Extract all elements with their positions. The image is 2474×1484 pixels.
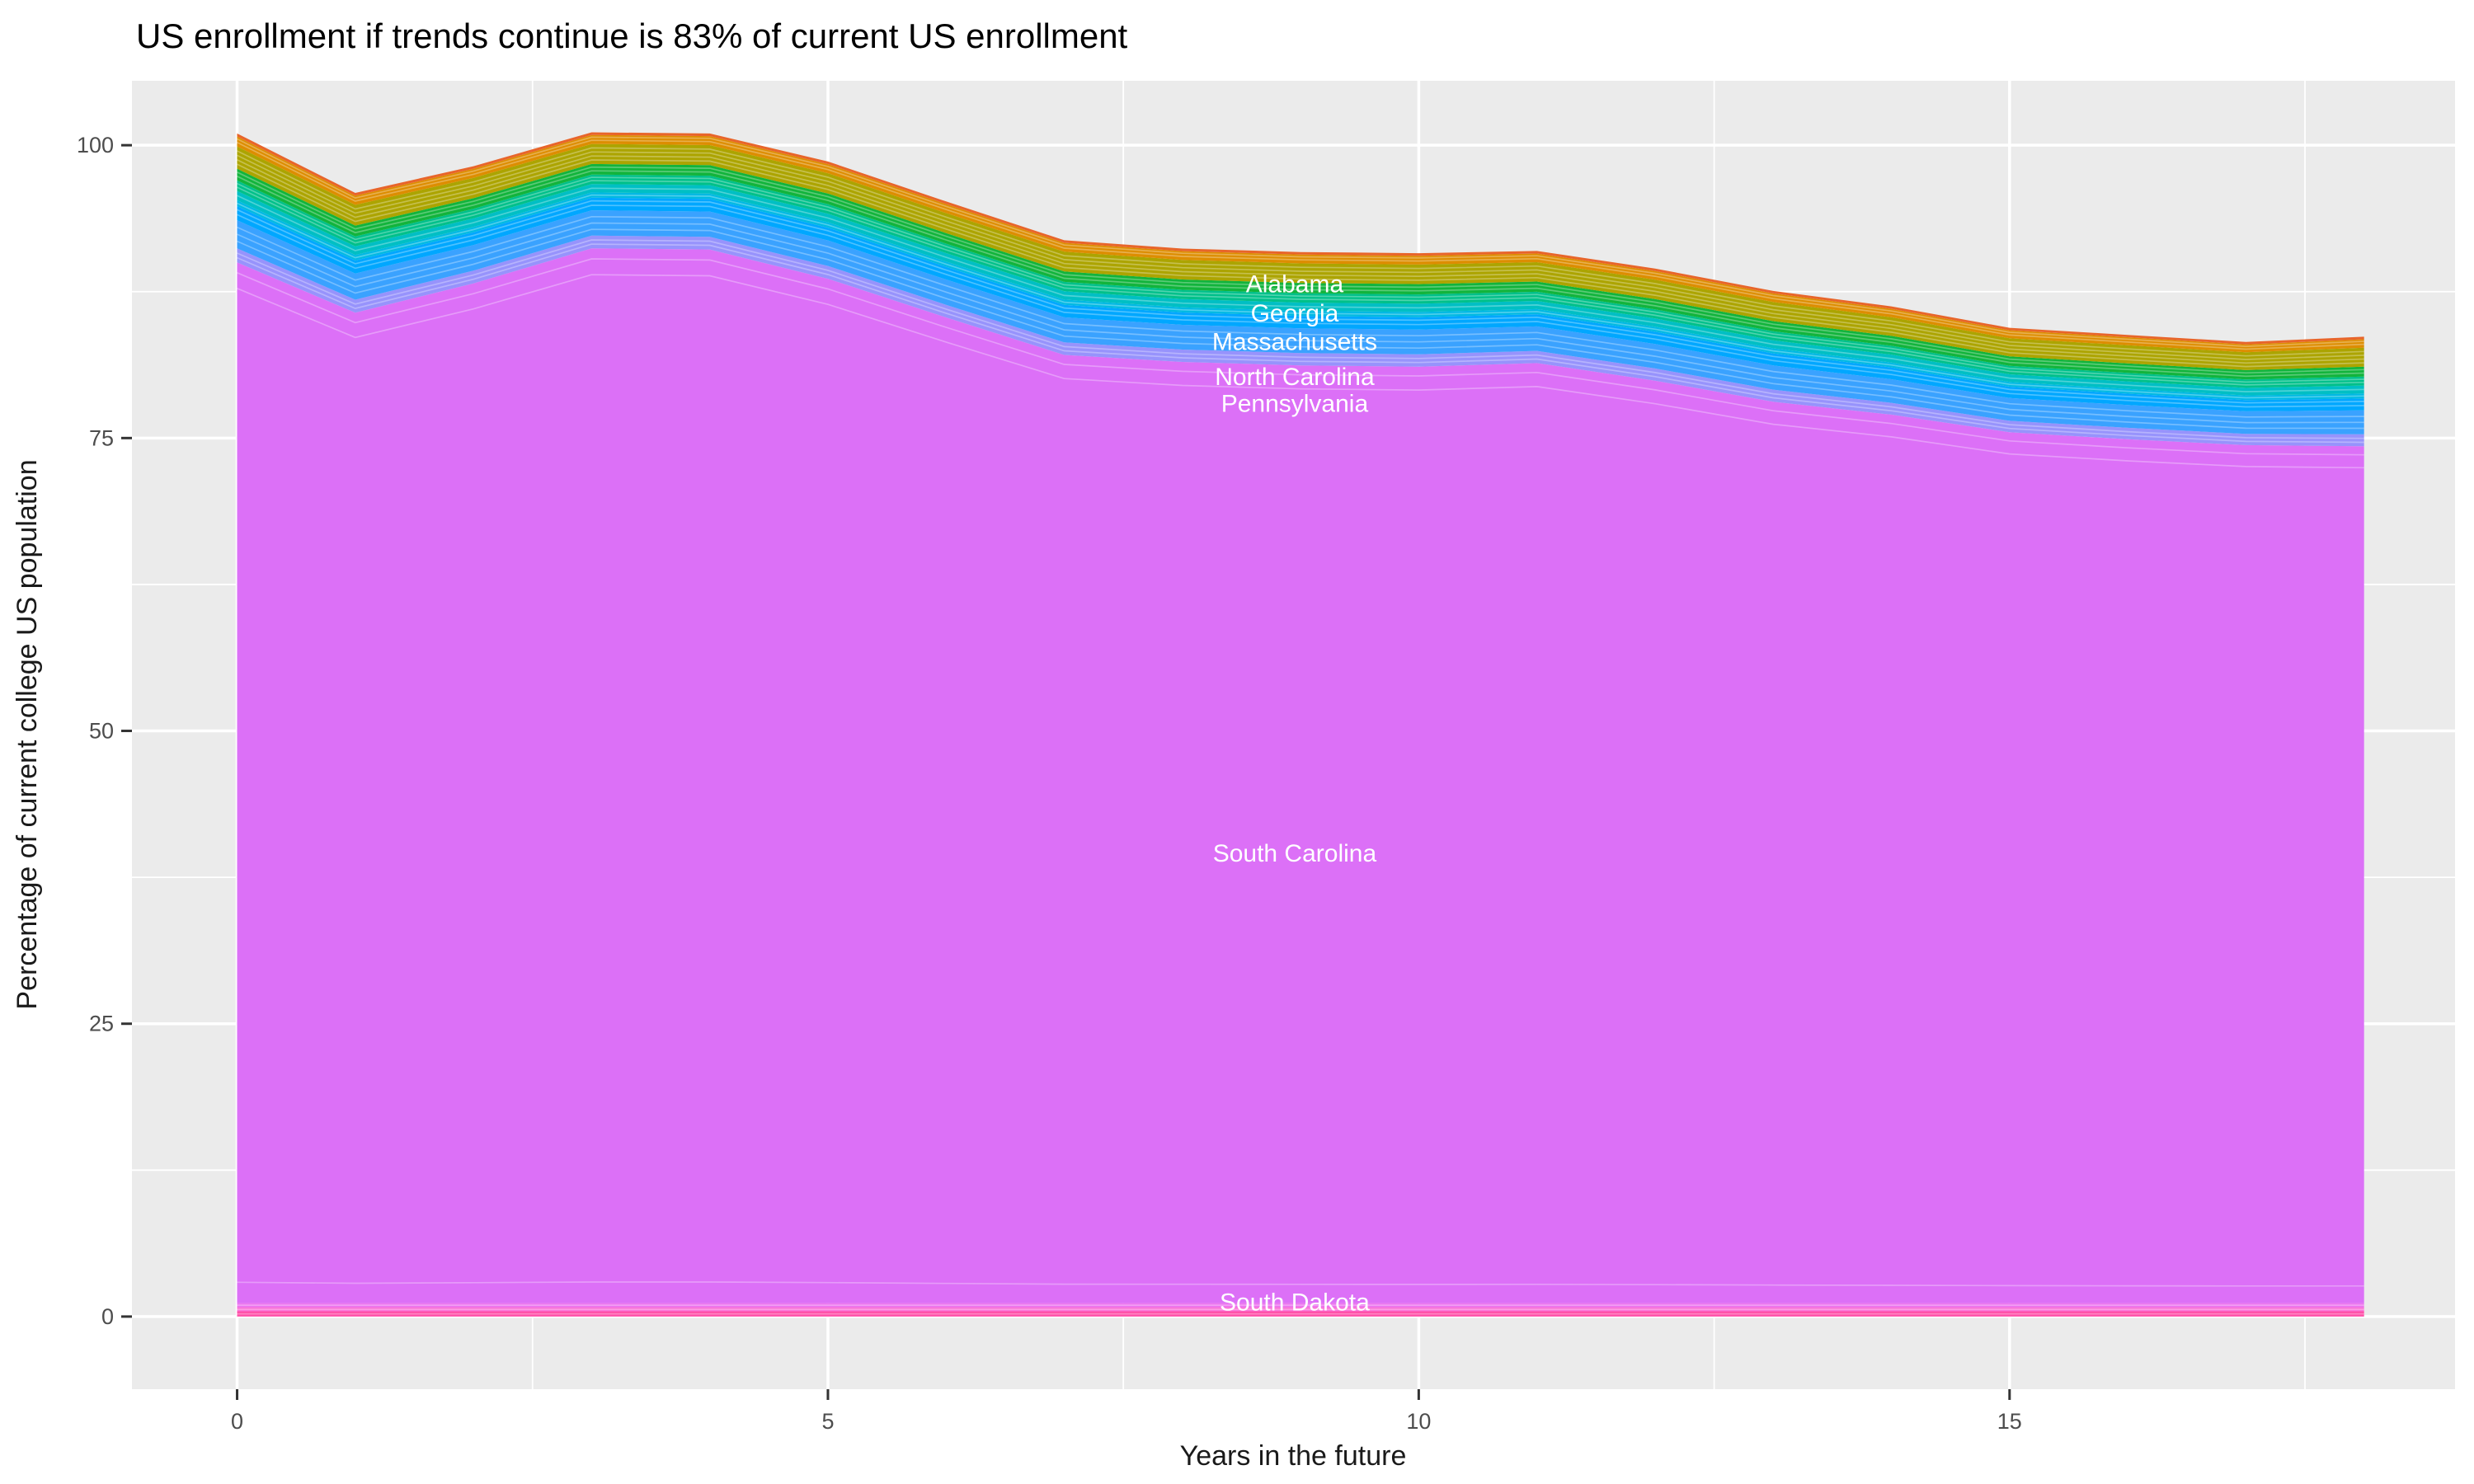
- state-label: South Dakota: [1220, 1289, 1370, 1316]
- state-boundary-hairline: [237, 204, 2364, 408]
- state-label: Massachusetts: [1212, 328, 1377, 355]
- state-boundary-hairline: [237, 139, 2364, 350]
- x-tick-label: 0: [231, 1409, 243, 1434]
- y-tick-label: 75: [89, 425, 114, 450]
- x-tick-label: 15: [1997, 1409, 2022, 1434]
- state-boundary-hairline: [237, 243, 2364, 444]
- state-boundary-hairline: [237, 147, 2364, 357]
- area-band-states-below-south-carolina-lavender: [237, 1303, 2364, 1308]
- state-label: Pennsylvania: [1221, 391, 1369, 418]
- y-axis-title: Percentage of current college US populat…: [12, 459, 43, 1009]
- area-band-georgia-group-olive: [237, 143, 2364, 370]
- state-boundary-hairline: [237, 176, 2364, 383]
- y-tick-label: 100: [77, 133, 114, 157]
- state-boundary-hairline: [237, 170, 2364, 378]
- state-boundary-hairline: [237, 159, 2364, 368]
- area-band-states-below-south-carolina-hotpink: [237, 1311, 2364, 1317]
- state-boundary-hairline: [237, 155, 2364, 364]
- state-boundary-hairline: [237, 1281, 2364, 1287]
- area-band-north-carolina-group-blue: [237, 210, 2364, 434]
- x-tick-label: 5: [821, 1409, 834, 1434]
- x-axis-title: Years in the future: [1180, 1440, 1407, 1472]
- state-boundary-hairline: [237, 136, 2364, 347]
- y-tick-label: 25: [89, 1012, 114, 1036]
- state-boundary-hairline: [237, 151, 2364, 360]
- state-boundary-hairline: [237, 258, 2364, 456]
- axis-ticks: 0 25 50 75 100 0 5 10 15: [77, 133, 2022, 1434]
- state-boundary-hairline: [237, 228, 2364, 430]
- state-label: Alabama: [1246, 271, 1344, 298]
- state-boundary-hairline: [237, 222, 2364, 424]
- y-tick-label: 50: [89, 719, 114, 744]
- y-tick-label: 0: [101, 1304, 114, 1329]
- state-boundary-hairline: [237, 215, 2364, 418]
- state-boundary-hairline: [237, 274, 2364, 469]
- area-bands: [237, 132, 2364, 1317]
- state-boundary-hairline: [237, 180, 2364, 386]
- state-boundary-hairline: [237, 239, 2364, 439]
- state-boundary-hairline: [237, 187, 2364, 392]
- area-band-south-carolina: [237, 248, 2364, 1303]
- state-boundary-hairline: [237, 200, 2364, 404]
- state-label: South Carolina: [1213, 840, 1377, 867]
- area-band-states-below-south-carolina-pink: [237, 1307, 2364, 1312]
- state-boundary-hairline: [237, 166, 2364, 374]
- x-tick-label: 10: [1406, 1409, 1431, 1434]
- state-boundary-hairline: [237, 194, 2364, 399]
- chart-title: US enrollment if trends continue is 83% …: [136, 16, 1128, 55]
- state-label: North Carolina: [1215, 364, 1375, 391]
- state-label: Georgia: [1251, 300, 1339, 327]
